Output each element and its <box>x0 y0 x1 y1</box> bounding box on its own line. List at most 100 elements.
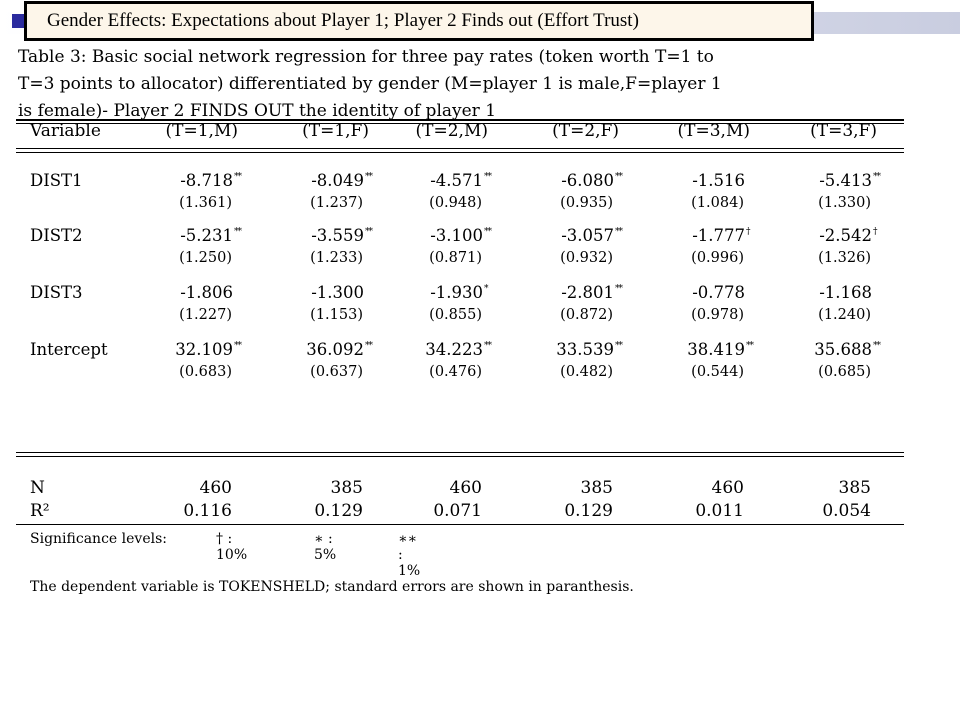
row-label: DIST3 <box>30 283 83 302</box>
standard-error-cell: (0.871) <box>429 250 482 266</box>
standard-error-cell: (0.978) <box>691 307 744 323</box>
coefficient-value: -6.080 <box>561 171 614 190</box>
table-bottom-rule <box>16 524 904 525</box>
column-header-variable: Variable <box>30 121 101 141</box>
caption-line: T=3 points to allocator) differentiated … <box>18 74 722 94</box>
standard-error-cell: (0.685) <box>818 364 871 380</box>
body-bottom-rule <box>16 452 904 453</box>
significance-marker: ** <box>484 172 492 182</box>
coefficient-cell: -8.718** <box>180 171 244 190</box>
stat-value: 385 <box>330 478 363 498</box>
row-label: Intercept <box>30 340 108 359</box>
coefficient-cell: 38.419** <box>687 340 756 359</box>
coefficient-cell: -1.806 <box>180 283 244 302</box>
significance-marker: ** <box>873 172 881 182</box>
row-label: DIST2 <box>30 226 83 245</box>
significance-marker: † <box>746 227 751 237</box>
stat-value: 460 <box>199 478 232 498</box>
column-header: (T=3,F) <box>810 121 877 141</box>
coefficient-value: 36.092 <box>306 340 364 359</box>
coefficient-value: -5.231 <box>180 226 233 245</box>
significance-marker: ** <box>234 227 242 237</box>
significance-marker: ** <box>615 341 623 351</box>
coefficient-cell: -1.300 <box>311 283 375 302</box>
coefficient-value: -1.930 <box>430 283 483 302</box>
standard-error-cell: (0.932) <box>560 250 613 266</box>
significance-marker: ** <box>484 341 492 351</box>
standard-error-cell: (0.996) <box>691 250 744 266</box>
row-label: DIST1 <box>30 171 83 190</box>
coefficient-cell: -5.231** <box>180 226 244 245</box>
table-caption: Table 3: Basic social network regression… <box>18 44 848 125</box>
caption-line: is female)- Player 2 FINDS OUT the ident… <box>18 101 497 121</box>
significance-marker: ** <box>615 172 623 182</box>
coefficient-value: -5.413 <box>819 171 872 190</box>
standard-error-cell: (1.361) <box>179 195 232 211</box>
stat-value: 460 <box>711 478 744 498</box>
standard-error-cell: (0.637) <box>310 364 363 380</box>
standard-error-cell: (0.935) <box>560 195 613 211</box>
coefficient-cell: 33.539** <box>556 340 625 359</box>
coefficient-value: -1.516 <box>692 171 745 190</box>
coefficient-value: -4.571 <box>430 171 483 190</box>
standard-error-cell: (1.153) <box>310 307 363 323</box>
stat-value: 385 <box>580 478 613 498</box>
significance-marker: † <box>873 227 878 237</box>
column-header: (T=3,M) <box>677 121 750 141</box>
stat-value: 0.129 <box>564 501 613 521</box>
significance-marker: ** <box>234 341 242 351</box>
coefficient-value: 32.109 <box>175 340 233 359</box>
coefficient-cell: -4.571** <box>430 171 494 190</box>
significance-level-10: † : 10% <box>216 531 248 563</box>
coefficient-cell: -3.100** <box>430 226 494 245</box>
table-top-rule-second <box>16 123 904 124</box>
significance-legend: Significance levels: † : 10% ∗ : 5% ∗∗ :… <box>30 531 420 579</box>
coefficient-value: 34.223 <box>425 340 483 359</box>
coefficient-cell: -5.413** <box>819 171 883 190</box>
standard-error-cell: (1.233) <box>310 250 363 266</box>
coefficient-cell: -0.778 <box>692 283 756 302</box>
stat-value: 0.011 <box>695 501 744 521</box>
stat-value: 385 <box>838 478 871 498</box>
significance-marker: ** <box>365 341 373 351</box>
column-header: (T=1,F) <box>302 121 369 141</box>
coefficient-cell: -1.777† <box>692 226 756 245</box>
standard-error-cell: (1.330) <box>818 195 871 211</box>
coefficient-cell: -1.516 <box>692 171 756 190</box>
table-note: The dependent variable is TOKENSHELD; st… <box>30 579 634 595</box>
significance-level-1: ∗∗ : 1% <box>398 531 421 579</box>
coefficient-cell: -3.559** <box>311 226 375 245</box>
column-header: (T=2,M) <box>415 121 488 141</box>
coefficient-value: -3.559 <box>311 226 364 245</box>
table-top-rule <box>16 119 904 121</box>
significance-marker: ** <box>615 284 623 294</box>
header-rule-second <box>16 152 904 153</box>
standard-error-cell: (0.948) <box>429 195 482 211</box>
standard-error-cell: (0.482) <box>560 364 613 380</box>
coefficient-value: 38.419 <box>687 340 745 359</box>
coefficient-cell: -6.080** <box>561 171 625 190</box>
significance-marker: ** <box>615 227 623 237</box>
bullet-square-icon <box>12 14 26 28</box>
stat-value: 0.054 <box>822 501 871 521</box>
slide-title-text: Gender Effects: Expectations about Playe… <box>47 10 639 31</box>
coefficient-cell: -2.801** <box>561 283 625 302</box>
coefficient-cell: -1.930* <box>430 283 494 302</box>
stat-value: 0.116 <box>183 501 232 521</box>
standard-error-cell: (1.240) <box>818 307 871 323</box>
coefficient-cell: -1.168 <box>819 283 883 302</box>
coefficient-cell: 35.688** <box>814 340 883 359</box>
coefficient-cell: -8.049** <box>311 171 375 190</box>
coefficient-value: 35.688 <box>814 340 872 359</box>
column-header: (T=2,F) <box>552 121 619 141</box>
significance-level-5: ∗ : 5% <box>314 531 337 563</box>
standard-error-cell: (0.476) <box>429 364 482 380</box>
standard-error-cell: (1.084) <box>691 195 744 211</box>
stat-value: 0.071 <box>433 501 482 521</box>
caption-line: Table 3: Basic social network regression… <box>18 47 714 67</box>
coefficient-value: -2.801 <box>561 283 614 302</box>
stat-value: 460 <box>449 478 482 498</box>
coefficient-value: 33.539 <box>556 340 614 359</box>
standard-error-cell: (0.872) <box>560 307 613 323</box>
coefficient-value: -3.057 <box>561 226 614 245</box>
